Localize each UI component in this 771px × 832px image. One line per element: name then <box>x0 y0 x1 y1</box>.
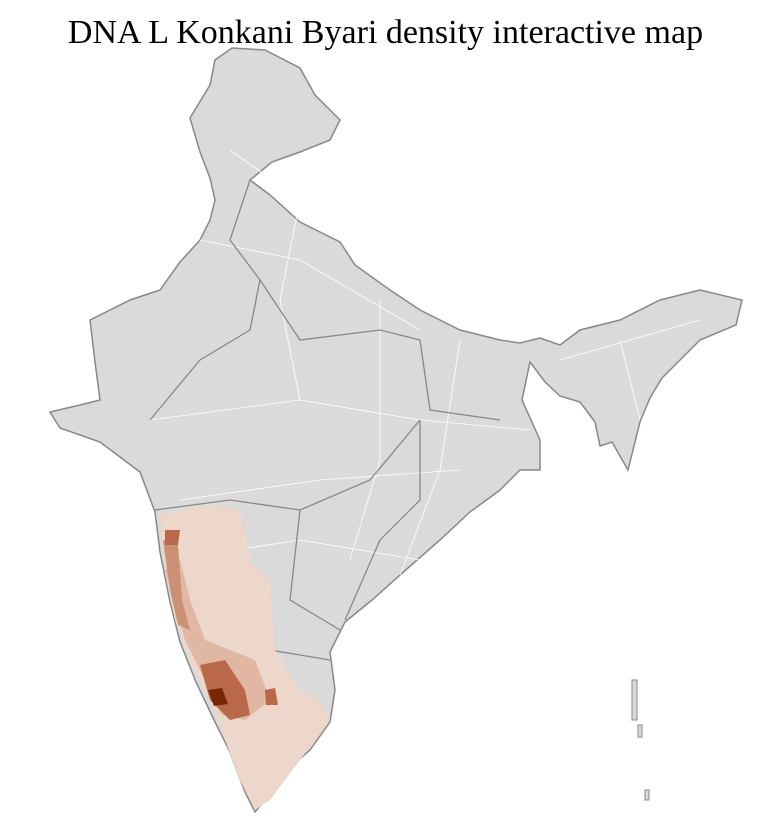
region-level-4[interactable] <box>200 660 250 720</box>
andaman-islands <box>631 679 650 801</box>
density-shading[interactable] <box>160 505 330 810</box>
india-outline[interactable] <box>48 47 743 814</box>
map-title: DNA L Konkani Byari density interactive … <box>67 14 704 51</box>
region-level-4[interactable] <box>265 688 278 705</box>
region-level-3[interactable] <box>165 530 180 545</box>
district-borders <box>149 149 701 576</box>
region-level-2[interactable] <box>165 560 270 720</box>
region-level-5[interactable] <box>208 688 228 706</box>
region-level-3[interactable] <box>163 540 190 630</box>
state-borders <box>149 179 501 661</box>
